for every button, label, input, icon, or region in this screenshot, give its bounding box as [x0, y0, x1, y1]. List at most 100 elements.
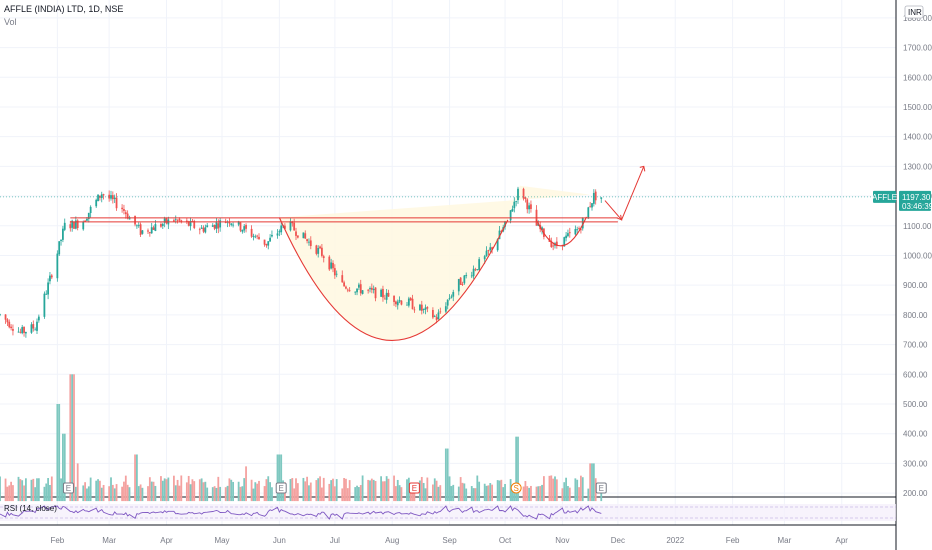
volume-bar [539, 486, 542, 502]
time-tick-label: Dec [611, 536, 625, 545]
volume-bar [370, 478, 373, 502]
volume-bar [563, 482, 566, 502]
volume-bar [457, 486, 460, 502]
candle [343, 280, 345, 287]
candle [30, 322, 33, 334]
volume-bar [256, 483, 259, 502]
volume-bar [433, 478, 436, 502]
volume-bar [95, 480, 98, 502]
price-tick-label: 1700.00 [903, 44, 932, 53]
handle-curve [536, 216, 587, 247]
volume-bar [589, 463, 592, 502]
volume-bar [200, 478, 203, 502]
volume-bar [296, 483, 299, 502]
candle [23, 326, 25, 337]
volume-bars [0, 374, 603, 502]
volume-bar [407, 477, 410, 502]
volume-bar [550, 475, 553, 502]
volume-bar [204, 481, 207, 502]
earnings-marker[interactable]: E [275, 482, 287, 494]
volume-bar [594, 478, 597, 502]
candle [6, 318, 9, 326]
candle [36, 318, 38, 334]
candle [165, 217, 168, 225]
currency-badge[interactable]: INR [904, 5, 924, 19]
volume-bar [500, 479, 503, 502]
time-tick-label: Feb [726, 536, 740, 545]
candle [139, 222, 142, 237]
price-tick-label: 200.00 [903, 489, 928, 498]
volume-bar [113, 488, 116, 502]
svg-text:E: E [66, 484, 71, 493]
candle [19, 328, 22, 334]
volume-bar [63, 433, 66, 502]
volume-bar [543, 476, 545, 502]
volume-bar [535, 486, 538, 502]
volume-bar [565, 477, 567, 502]
volume-bar [6, 486, 9, 502]
volume-bar [82, 485, 85, 502]
volume-bar [148, 477, 151, 502]
volume-bar [335, 479, 338, 502]
volume-bar [126, 484, 129, 502]
candle [17, 327, 20, 333]
candle [356, 288, 358, 296]
candle [141, 229, 144, 235]
volume-bar [47, 478, 49, 502]
time-axis[interactable]: Feb Mar Apr May Jun Jul Aug Sep Oct Nov Dec 2022 Feb… [50, 536, 848, 545]
price-tick-label: 1100.00 [903, 222, 932, 231]
volume-bar [526, 486, 529, 502]
candle [457, 278, 460, 296]
candle [47, 278, 49, 300]
volume-bar [498, 480, 501, 502]
arrow-head-down [616, 214, 623, 221]
candle [63, 218, 66, 232]
volume-bar [419, 480, 421, 502]
candle [422, 308, 425, 314]
candles [0, 186, 603, 338]
earnings-marker[interactable]: E [595, 482, 607, 494]
volume-bar [348, 480, 351, 502]
candle [265, 243, 268, 248]
candle [489, 242, 492, 252]
candle [398, 296, 401, 304]
earnings-marker[interactable]: E [408, 482, 420, 494]
volume-bar [49, 484, 51, 502]
time-tick-label: Apr [160, 536, 173, 545]
candle [25, 331, 27, 338]
candle [463, 275, 466, 285]
volume-bar [367, 479, 370, 502]
split-marker[interactable]: S [510, 482, 522, 494]
volume-bar [422, 482, 425, 502]
candle [45, 290, 48, 295]
volume-bar [8, 485, 11, 502]
candle [102, 193, 105, 200]
candle [594, 189, 597, 205]
svg-text:E: E [412, 484, 417, 493]
volume-bar [504, 483, 506, 502]
candle [280, 222, 283, 236]
candle [515, 200, 518, 207]
volume-bar [43, 486, 46, 502]
volume-bar [315, 480, 318, 502]
earnings-marker[interactable]: E [62, 482, 74, 494]
volume-bar [358, 487, 360, 502]
volume-bar [356, 485, 358, 502]
candle [485, 246, 488, 257]
candle [600, 197, 603, 203]
volume-bar [293, 488, 296, 502]
volume-bar [395, 486, 397, 502]
volume-bar [600, 487, 603, 502]
volume-bar [474, 488, 477, 502]
candle [370, 283, 373, 294]
volume-bar [470, 486, 473, 502]
candle [37, 314, 40, 323]
candle [568, 227, 571, 238]
candle [576, 226, 579, 233]
volume-bar [12, 485, 14, 502]
candle [32, 320, 35, 332]
volume-bar [354, 487, 357, 502]
volume-bar [437, 486, 440, 502]
candle [211, 223, 214, 227]
